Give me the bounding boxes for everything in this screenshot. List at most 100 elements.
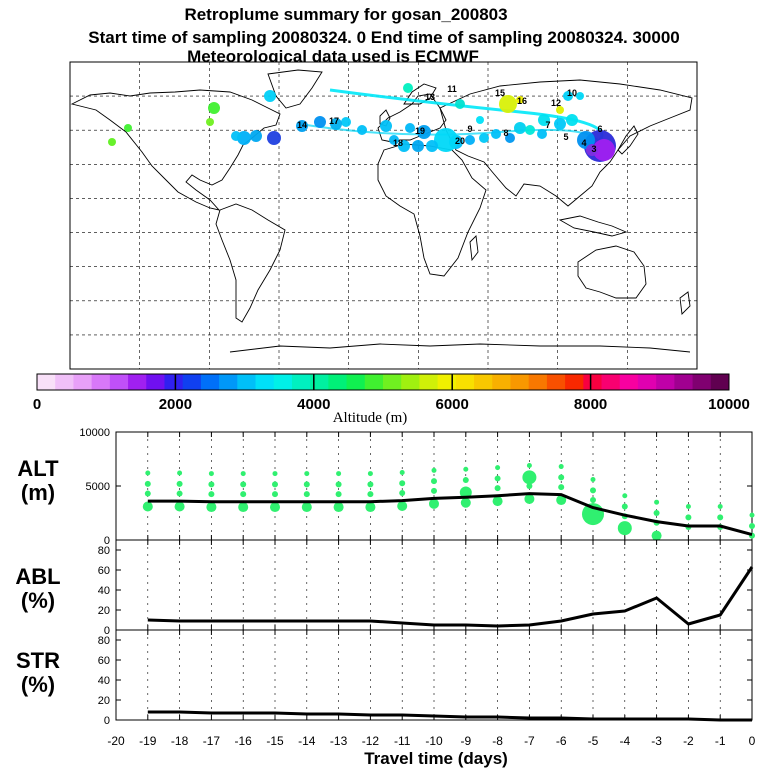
north-america-outline	[70, 89, 281, 211]
x-tick-label: -17	[203, 734, 221, 748]
colorbar-cells	[37, 374, 730, 390]
alt-particle	[238, 502, 249, 513]
bubble-day-label: 7	[545, 120, 550, 130]
y-tick-label: 40	[98, 675, 110, 687]
alt-particle	[303, 481, 310, 488]
alt-particle	[333, 502, 344, 513]
y-tick-label: 0	[104, 535, 110, 547]
colorbar-cell	[601, 374, 621, 390]
alt-particle	[304, 471, 310, 477]
y-tick-label: 5000	[86, 481, 110, 493]
bubble-day-label: 6	[597, 124, 602, 134]
alt-particle	[558, 474, 565, 481]
alt-particle	[431, 487, 437, 494]
plume-bubble	[434, 128, 458, 152]
x-tick-label: -2	[683, 734, 694, 748]
y-tick-label: 80	[98, 545, 110, 557]
colorbar-cell	[437, 374, 457, 390]
colorbar-cell	[565, 374, 584, 390]
madagascar-outline	[469, 235, 479, 262]
alt-particle	[463, 466, 469, 472]
colorbar-cell	[237, 374, 257, 390]
y-tick-label: 40	[98, 585, 110, 597]
bubble-day-label: 10	[567, 88, 577, 98]
x-tick-label: -15	[266, 734, 284, 748]
colorbar-cell	[109, 374, 129, 390]
colorbar-tick-label: 6000	[436, 396, 469, 413]
plume-bubble	[264, 90, 276, 102]
alt-particle	[431, 467, 437, 473]
y-tick-label: 20	[98, 605, 110, 617]
alt-particle	[431, 478, 437, 485]
new-zealand-outline	[679, 291, 691, 315]
alt-particle	[208, 481, 215, 488]
x-tick-label: -11	[394, 734, 411, 748]
x-tick-label: -6	[556, 734, 567, 748]
plume-bubble	[403, 83, 413, 93]
south-america-outline	[215, 203, 286, 323]
plume-bubble	[296, 120, 308, 132]
alt-particle	[208, 491, 215, 498]
panel-ylabel: (%)	[21, 672, 55, 697]
alt-particle	[177, 470, 183, 476]
colorbar-ticks: 0 2000 4000 6000 8000 10000	[33, 374, 750, 413]
plume-bubble	[398, 140, 410, 152]
bubble-day-label: 19	[415, 126, 425, 136]
bubble-day-label: 18	[393, 138, 403, 148]
x-tick-label: -1	[715, 734, 726, 748]
colorbar-cell	[528, 374, 548, 390]
x-tick-label: -20	[107, 734, 125, 748]
series-line-alt	[147, 492, 753, 537]
colorbar-cell	[637, 374, 657, 390]
panel-ylabel: ALT	[17, 456, 59, 481]
alt-particle	[524, 493, 535, 504]
alt-particle	[621, 503, 628, 510]
bubble-day-label: 16	[517, 96, 527, 106]
alt-particle	[208, 471, 214, 477]
bubble-day-label: 13	[425, 92, 435, 102]
alt-particle	[654, 499, 660, 505]
y-tick-label: 10000	[79, 427, 110, 439]
alt-particle	[399, 470, 405, 475]
alt-particle	[240, 491, 247, 498]
colorbar-cell	[182, 374, 202, 390]
colorbar-cell	[674, 374, 694, 390]
bubble-day-label: 14	[297, 120, 307, 130]
alt-particle	[176, 490, 183, 497]
alt-particle	[685, 514, 692, 521]
bubble-day-label: 20	[455, 136, 465, 146]
plume-bubble	[267, 131, 281, 145]
panel-frame	[115, 629, 753, 721]
colorbar-frame	[36, 373, 730, 391]
alt-particle	[459, 486, 472, 499]
colorbar-tick-label: 8000	[574, 396, 607, 413]
x-tick-label: -13	[330, 734, 348, 748]
y-tick-label: 0	[104, 625, 110, 637]
alt-particle	[365, 502, 376, 513]
colorbar-cell	[310, 374, 329, 390]
alt-particle	[526, 483, 533, 489]
alt-particle	[303, 491, 310, 498]
colorbar-cell	[383, 374, 402, 390]
colorbar-tick-label: 0	[33, 396, 41, 413]
alt-particle	[367, 481, 374, 488]
alt-particle	[335, 491, 342, 498]
panel-ylabel: ABL	[15, 564, 60, 589]
alt-particle	[749, 512, 755, 518]
colorbar-tick-label: 4000	[297, 396, 330, 413]
alt-particle	[399, 490, 406, 497]
map-frame	[69, 61, 698, 370]
x-tick-label: -7	[524, 734, 535, 748]
greenland-outline	[267, 69, 323, 109]
plume-bubble	[465, 135, 475, 145]
colorbar-cell	[419, 374, 439, 390]
bubble-day-label: 8	[503, 128, 508, 138]
bubble-day-label: 9	[467, 124, 472, 134]
alt-particle	[749, 522, 755, 529]
colorbar-cell	[55, 374, 74, 390]
y-tick-label: 20	[98, 695, 110, 707]
plume-bubble	[231, 131, 241, 141]
bubble-day-label: 12	[551, 98, 561, 108]
panel-ylabel: (m)	[21, 480, 55, 505]
